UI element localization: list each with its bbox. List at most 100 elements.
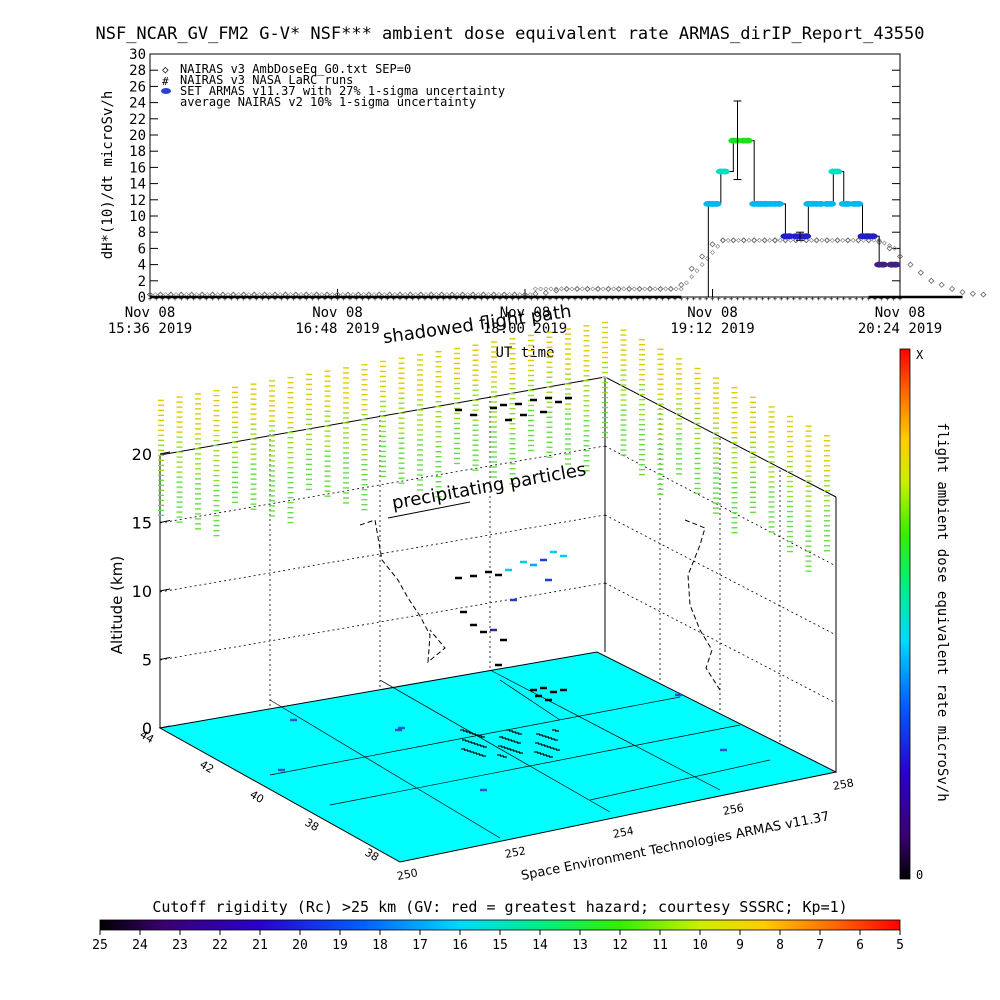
- top-series: + + + + + + + + + + + + + + + + + + + + + + + + + + + + + + + + + + + + + + + +…: [146, 100, 987, 303]
- cross-point: +: [729, 295, 733, 303]
- cross-point: +: [385, 295, 389, 303]
- diamond-point: [741, 237, 747, 243]
- diamond-point: [709, 241, 716, 248]
- diamond-point: [844, 237, 851, 244]
- diamond-point: [819, 237, 825, 243]
- rigidity-tick-label: 14: [532, 938, 548, 953]
- x-tick-label-time: 19:12 2019: [670, 321, 754, 337]
- top-legend: ◇ NAIRAS v3 AmbDoseEq_G0.txt SEP=0 # NAIRAS…: [161, 62, 505, 109]
- diamond-point: [756, 237, 762, 243]
- rigidity-tick-label: 5: [896, 938, 904, 953]
- diamond-point: [850, 237, 856, 243]
- diamond-point: [631, 286, 637, 292]
- cross-point: +: [854, 295, 858, 303]
- cross-point: +: [442, 295, 446, 303]
- cross-point: +: [742, 295, 746, 303]
- cross-point: +: [517, 295, 521, 303]
- rigidity-colorbar: Cutoff rigidity (Rc) >25 km (GV: red = g…: [92, 898, 904, 953]
- cross-point: +: [860, 295, 864, 303]
- cross-point: +: [217, 295, 221, 303]
- floor-x-tick-label: 250: [396, 866, 419, 883]
- diamond-point: [626, 286, 632, 292]
- cross-point: +: [429, 295, 433, 303]
- diamond-point: [579, 286, 585, 292]
- cross-point: +: [435, 295, 439, 303]
- rigidity-tick-label: 22: [212, 938, 228, 953]
- floor-y-tick-label: 44: [137, 728, 156, 746]
- cross-point: +: [185, 295, 189, 303]
- cross-point: +: [242, 295, 246, 303]
- y-tick-label: 0: [138, 290, 146, 306]
- cross-point: +: [510, 295, 514, 303]
- armas-point: [742, 137, 753, 144]
- rigidity-tick-label: 19: [332, 938, 348, 953]
- cross-point: +: [785, 295, 789, 303]
- diamond-point: [699, 253, 706, 260]
- diamond-point: [980, 291, 987, 298]
- armas-point: [719, 168, 730, 175]
- cross-point: +: [460, 295, 464, 303]
- cross-point: +: [617, 295, 621, 303]
- diamond-point: [574, 286, 580, 292]
- cross-point: +: [260, 295, 264, 303]
- legend-symbol: ◇: [162, 63, 169, 76]
- floor-x-tick-label: 254: [612, 824, 635, 841]
- rigidity-ticks: 25 24 23 22 21 20 19 18 17 16 15 14 13 12 11 10 9 8 7 6 5: [92, 930, 904, 953]
- diamond-point: [814, 237, 820, 243]
- cross-point: +: [392, 295, 396, 303]
- diamond-point: [928, 277, 935, 284]
- diamond-point: [835, 237, 840, 243]
- colorbar-vertical: [899, 348, 911, 880]
- diamond-point: [615, 285, 622, 292]
- floor-ticks: 250 252 254 256 258 38 38 40 42 44: [137, 728, 854, 883]
- floor-y-tick-label: 42: [197, 758, 216, 776]
- diamond-point: [673, 286, 679, 292]
- cross-point: +: [523, 295, 527, 303]
- y-tick-label: 20: [129, 128, 146, 144]
- rigidity-tick-label: 7: [816, 938, 824, 953]
- legend-label: NAIRAS v3 NASA LaRC runs: [180, 73, 353, 87]
- rigidity-tick-label: 18: [372, 938, 388, 953]
- cross-point: +: [329, 295, 333, 303]
- cross-point: +: [342, 295, 346, 303]
- cross-point: +: [598, 295, 602, 303]
- diamond-point: [762, 237, 768, 243]
- diamond-point: [563, 285, 570, 292]
- floor-x-tick-label: 258: [832, 776, 855, 793]
- diamond-point: [532, 286, 538, 292]
- diamond-point: [594, 285, 601, 292]
- dose-colorbar: X 0 flight ambient dose equivalent rate …: [899, 348, 950, 882]
- diamond-point: [667, 285, 674, 292]
- cross-point: +: [410, 295, 414, 303]
- cross-point: +: [542, 295, 546, 303]
- cross-point: +: [554, 295, 558, 303]
- cross-point: +: [773, 295, 777, 303]
- cross-point: +: [273, 295, 277, 303]
- colorbar-bottom-label: 0: [916, 868, 923, 882]
- diamond-point: [605, 286, 611, 292]
- cross-point: +: [873, 295, 877, 303]
- cross-point: +: [360, 295, 364, 303]
- x-tick-label-time: 20:24 2019: [858, 321, 942, 337]
- rigidity-tick-label: 20: [292, 938, 308, 953]
- x-tick-label-time: 15:36 2019: [108, 321, 192, 337]
- diamond-point: [855, 237, 861, 243]
- rigidity-tick-label: 23: [172, 938, 188, 953]
- armas-point: [826, 200, 837, 207]
- diamond-point: [569, 286, 575, 292]
- diamond-point: [600, 286, 606, 292]
- z-tick-label: 15: [132, 514, 152, 533]
- cross-point: +: [798, 295, 802, 303]
- diamond-point: [548, 286, 554, 292]
- armas-point: [878, 261, 889, 268]
- flight-markers: [278, 396, 727, 792]
- cross-point: +: [548, 295, 552, 303]
- diamond-point: [688, 265, 695, 272]
- cross-point: +: [573, 295, 577, 303]
- cross-point: +: [823, 295, 827, 303]
- annotation-underline: [387, 501, 471, 519]
- cross-point: +: [354, 295, 358, 303]
- x-tick-label-date: Nov 08: [687, 305, 738, 321]
